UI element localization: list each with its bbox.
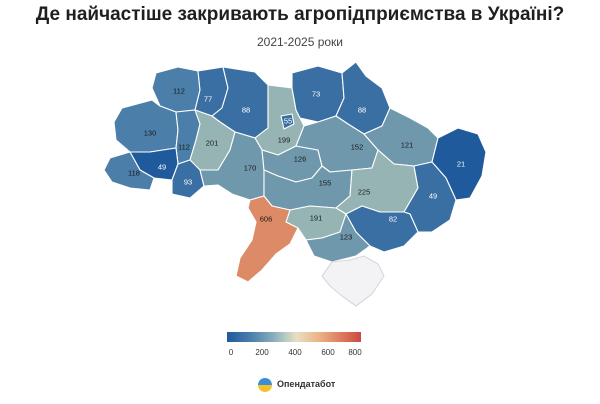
region-kherson[interactable] [305, 213, 371, 263]
label-kharkiv: 121 [401, 141, 414, 150]
label-kirovohrad: 155 [319, 179, 332, 188]
color-scale-legend: 0 200 400 600 800 [227, 332, 367, 362]
label-ivano-frankivsk: 49 [158, 163, 166, 172]
opendatabot-logo-icon [258, 378, 272, 392]
label-dnipropetrovsk: 225 [358, 188, 371, 197]
label-sumy: 88 [358, 106, 366, 115]
label-zakarpattia: 118 [128, 169, 140, 178]
label-odesa: 606 [260, 215, 273, 224]
label-rivne: 77 [204, 95, 212, 104]
map-title: Де найчастіше закривають агропідприємств… [35, 4, 565, 25]
color-scale-bar [227, 332, 361, 342]
label-kyiv-city: 55 [284, 117, 292, 126]
label-kyiv-oblast: 199 [278, 136, 291, 145]
label-zaporizhzhia: 82 [389, 215, 397, 224]
region-donetsk[interactable] [403, 161, 457, 233]
legend-tick-800: 800 [348, 348, 362, 357]
label-zhytomyr: 88 [242, 106, 250, 115]
region-odesa[interactable] [235, 195, 299, 283]
legend-tick-0: 0 [228, 348, 234, 357]
label-poltava: 152 [351, 143, 364, 152]
label-volyn: 112 [173, 87, 185, 96]
legend-tick-400: 400 [288, 348, 302, 357]
map-subtitle: 2021-2025 роки [256, 35, 344, 49]
label-mykolaiv: 191 [310, 214, 323, 223]
brand-name: Опендатабот [277, 379, 336, 389]
label-cherkasy: 126 [294, 155, 307, 164]
label-ternopil: 112 [178, 143, 190, 152]
label-chernivtsi: 93 [184, 178, 192, 187]
label-chernihiv: 73 [312, 90, 320, 99]
region-kyiv-city[interactable] [280, 113, 295, 130]
region-crimea[interactable] [321, 255, 385, 307]
label-luhansk: 21 [457, 160, 465, 169]
legend-tick-600: 600 [321, 348, 335, 357]
label-donetsk: 49 [429, 192, 437, 201]
label-kherson: 123 [340, 233, 353, 242]
region-zakarpattia[interactable] [103, 151, 155, 191]
label-khmelnytskyi: 201 [206, 139, 219, 148]
label-vinnytsia: 170 [244, 164, 257, 173]
legend-tick-200: 200 [255, 348, 269, 357]
label-lviv: 130 [144, 129, 157, 138]
